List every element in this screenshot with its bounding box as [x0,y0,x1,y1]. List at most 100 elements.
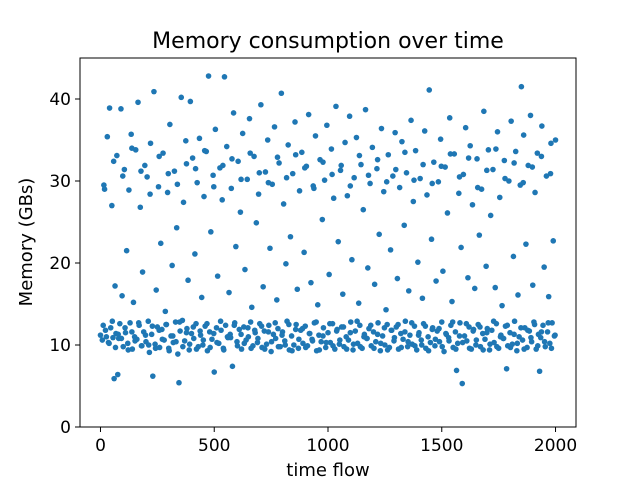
data-point [342,139,348,146]
data-point [529,164,536,170]
data-point [520,179,527,186]
data-point [145,318,152,325]
data-point [438,163,445,170]
data-point [147,140,154,147]
data-point [189,155,196,161]
data-point [399,138,405,145]
data-point [412,343,418,349]
data-point [476,232,483,238]
data-point [214,273,221,279]
data-point [118,106,124,112]
data-point [515,292,521,298]
data-point [405,288,412,294]
data-point [150,373,156,379]
data-point [360,206,367,213]
data-point [494,343,500,350]
data-point [194,179,200,186]
data-point [106,105,113,111]
data-point [521,346,527,352]
data-point [264,137,271,143]
data-point [370,329,377,335]
data-point [299,325,306,332]
data-point [160,150,166,156]
data-point [119,293,125,299]
data-point [126,187,132,193]
data-point [231,322,238,329]
data-point [547,170,554,177]
data-point [118,335,125,342]
x-axis-ticks: 0 500 1000 1500 2000 [95,427,577,456]
data-point [429,326,436,333]
data-point [466,345,473,352]
data-point [255,191,262,197]
data-point [144,174,150,180]
data-point [431,159,437,165]
data-point [112,283,118,289]
data-point [146,349,153,356]
data-point [117,320,123,327]
data-point [542,343,549,350]
data-point [456,333,463,339]
data-point [552,332,558,338]
data-point [293,321,299,328]
data-point [282,342,289,348]
data-point [403,170,410,176]
data-point [176,379,182,386]
data-point [504,322,511,329]
x-axis-title: time flow [286,460,369,480]
data-point [318,338,324,345]
data-point [123,247,130,254]
data-point [276,160,282,166]
data-point [514,347,520,354]
data-point [541,264,547,270]
data-point [435,179,442,185]
data-point [255,335,261,342]
data-point [230,110,237,116]
data-point [157,240,164,247]
data-point [364,335,370,342]
data-point [210,172,216,179]
data-point [502,175,508,182]
scatter-points [97,73,559,387]
data-point [429,180,436,187]
data-point [114,371,121,378]
data-point [167,121,173,128]
data-point [470,328,476,334]
data-point [327,320,333,327]
data-point [270,331,277,338]
data-point [234,338,240,345]
data-point [351,174,357,181]
data-point [306,330,313,337]
data-point [511,318,518,325]
data-point [211,369,218,375]
data-point [440,268,446,275]
data-point [532,189,538,196]
data-point [381,324,388,331]
data-point [272,320,279,326]
data-point [545,293,552,300]
data-point [173,224,180,231]
y-tick-label: 20 [49,254,71,274]
data-point [508,118,514,124]
data-point [190,324,197,330]
data-point [458,244,464,251]
data-point [110,158,117,165]
data-point [254,339,261,346]
data-point [222,322,229,329]
data-point [436,338,443,345]
data-point [218,327,224,334]
data-point [151,88,157,95]
data-point [286,321,292,328]
data-point [283,261,289,267]
data-point [446,115,453,121]
data-point [408,320,415,326]
data-point [104,133,111,140]
data-point [253,220,260,226]
data-point [258,101,264,108]
data-point [402,149,408,156]
data-point [128,131,134,138]
data-point [197,332,204,338]
data-point [320,159,326,165]
y-tick-label: 30 [49,172,71,192]
